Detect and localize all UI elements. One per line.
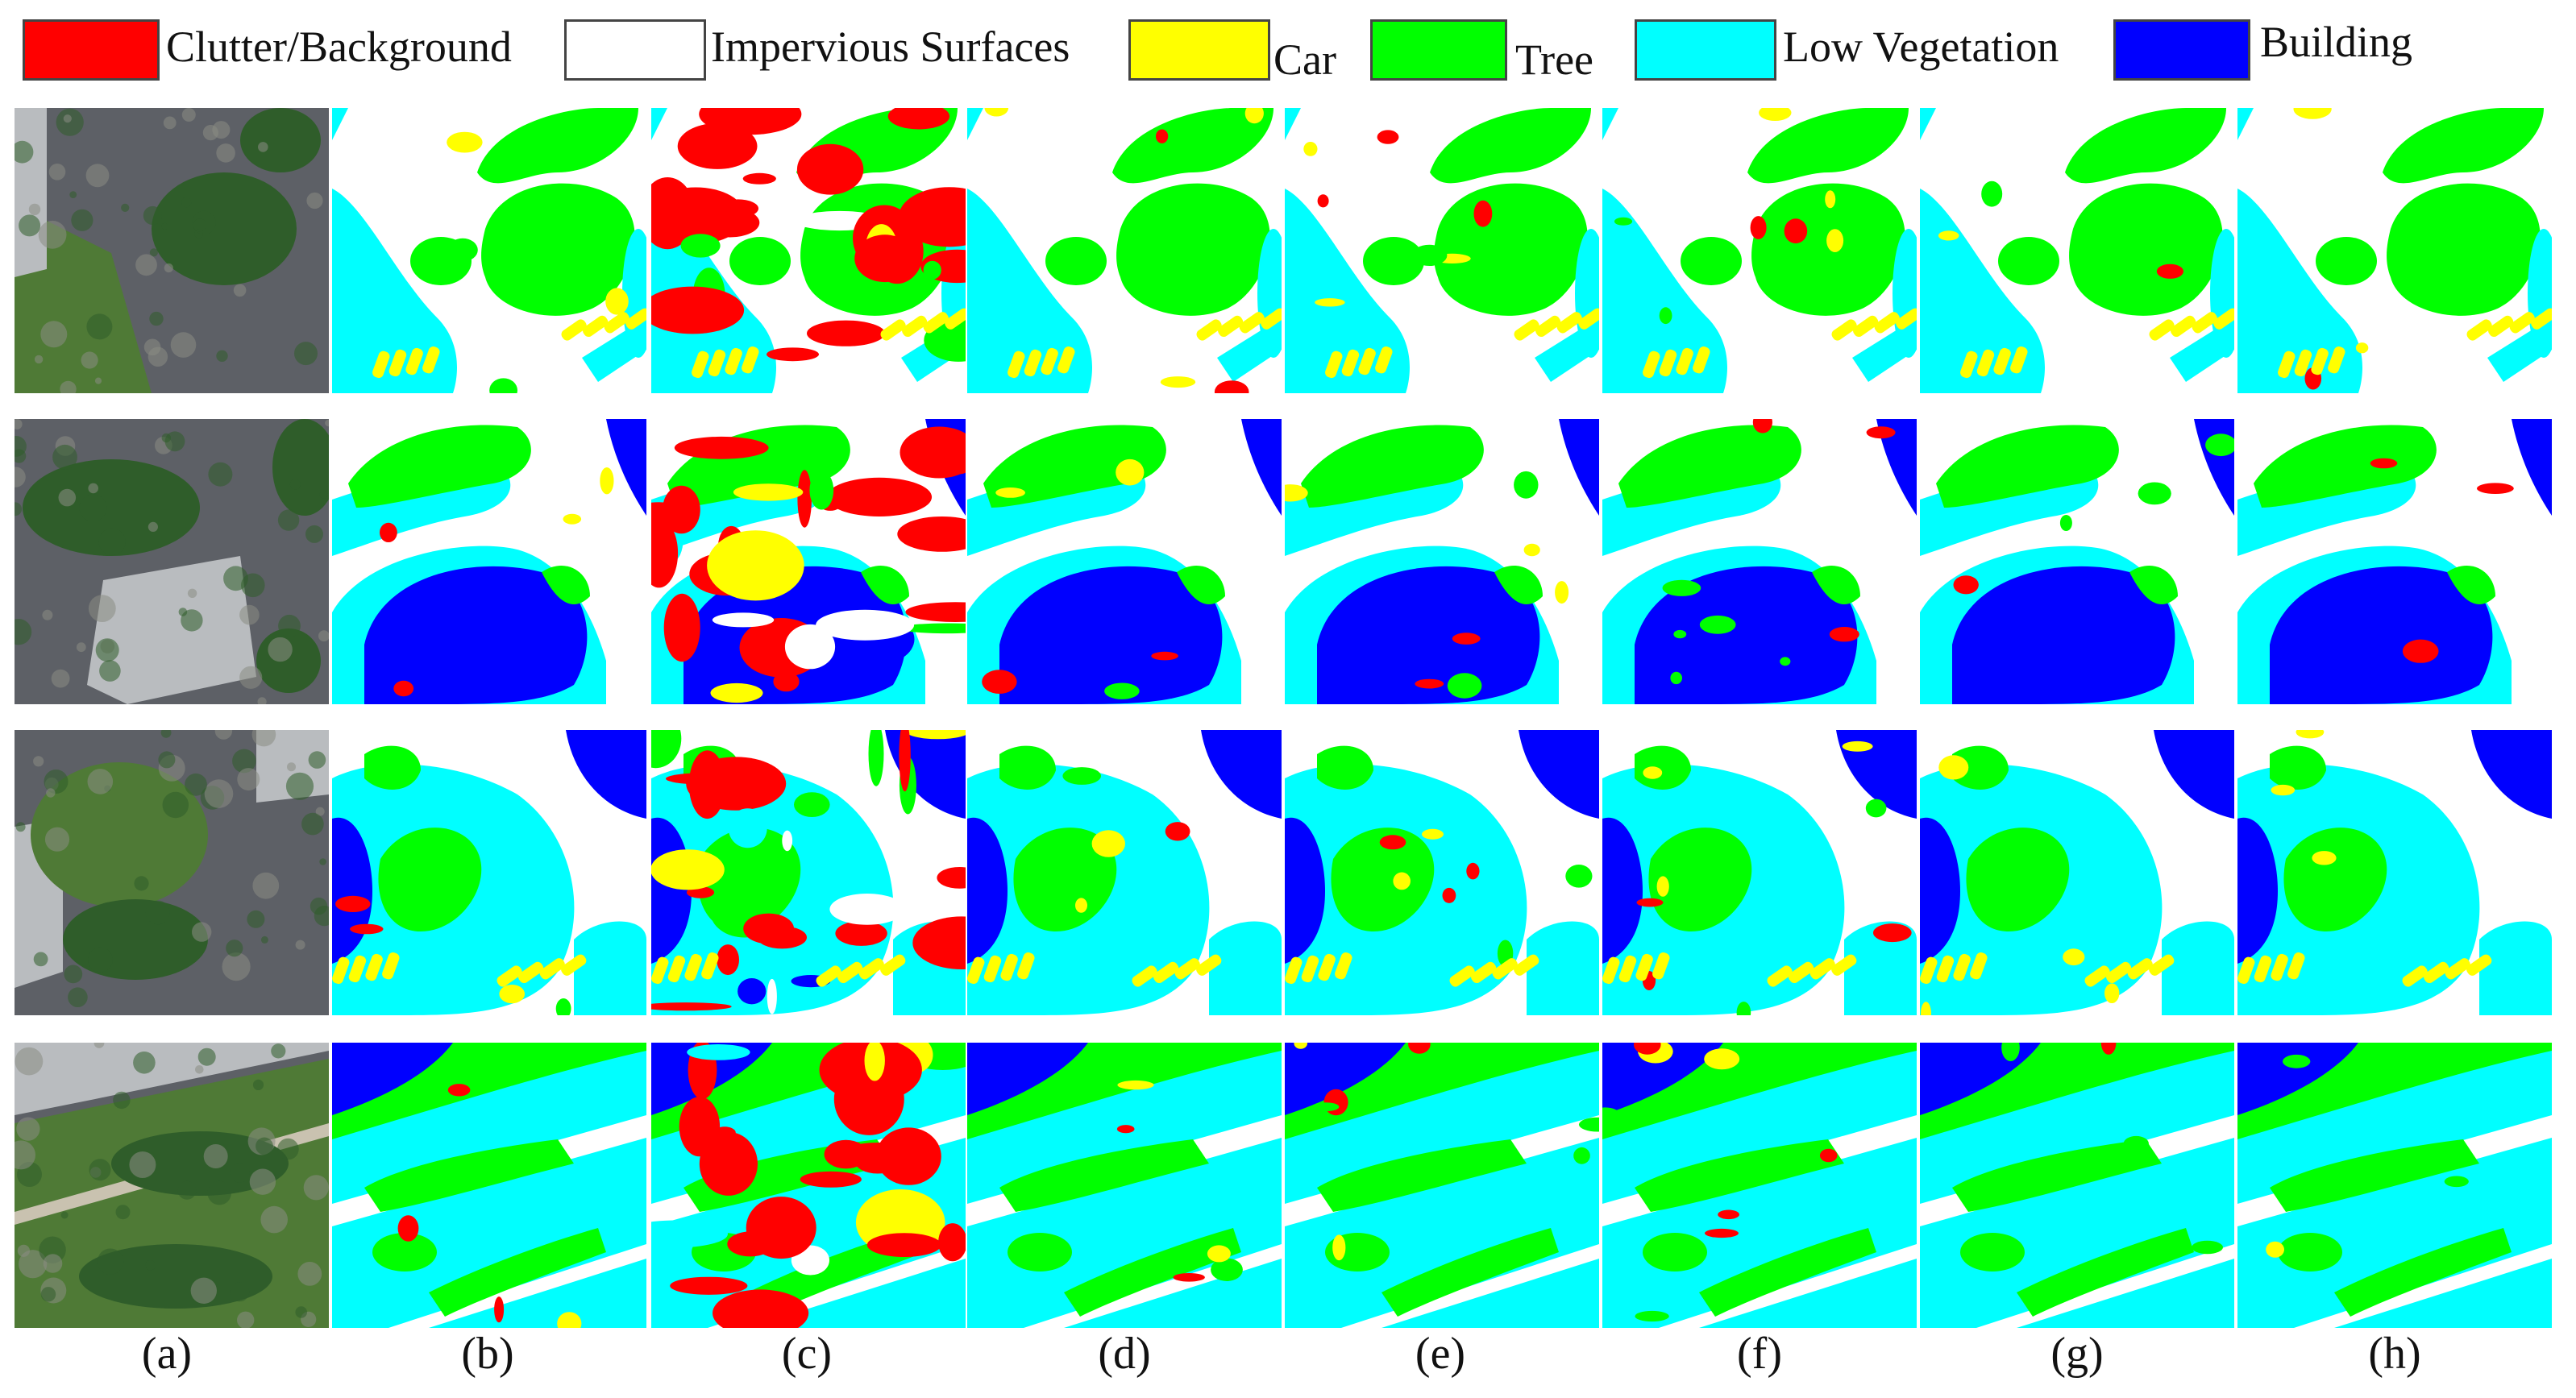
column-label-h: (h) (2368, 1329, 2421, 1379)
cell-g-row2 (1920, 419, 2234, 704)
legend-label-car: Car (1273, 35, 1336, 84)
cell-a-row3 (15, 730, 329, 1015)
cell-a-row1 (15, 108, 329, 393)
cell-h-row4 (2237, 1043, 2552, 1328)
column-label-b: (b) (461, 1329, 514, 1379)
cell-b-row1 (332, 108, 646, 393)
cell-e-row4 (1285, 1043, 1599, 1328)
cell-b-row4 (332, 1043, 646, 1328)
cell-h-row1 (2237, 108, 2552, 393)
cell-h-row2 (2237, 419, 2552, 704)
column-label-c: (c) (781, 1329, 833, 1379)
legend-swatch-low-vegetation (1635, 19, 1776, 81)
cell-d-row1 (967, 108, 1282, 393)
legend-swatch-clutter (23, 19, 160, 81)
legend-swatch-impervious (564, 19, 706, 81)
cell-a-row4 (15, 1043, 329, 1328)
cell-g-row1 (1920, 108, 2234, 393)
column-label-f: (f) (1737, 1329, 1782, 1379)
legend-label-low-vegetation: Low Vegetation (1783, 23, 2059, 71)
column-label-g: (g) (2050, 1329, 2104, 1379)
cell-b-row3 (332, 730, 646, 1015)
cell-a-row2 (15, 419, 329, 704)
cell-h-row3 (2237, 730, 2552, 1015)
cell-f-row4 (1602, 1043, 1917, 1328)
legend-label-impervious: Impervious Surfaces (711, 23, 1070, 71)
legend-swatch-building (2113, 19, 2250, 81)
cell-g-row4 (1920, 1043, 2234, 1328)
legend-swatch-tree (1370, 19, 1507, 81)
cell-c-row3 (651, 730, 966, 1015)
cell-f-row3 (1602, 730, 1917, 1015)
legend: Clutter/Background Impervious Surfaces C… (0, 0, 2576, 89)
column-label-e: (e) (1415, 1329, 1466, 1379)
cell-f-row2 (1602, 419, 1917, 704)
cell-b-row2 (332, 419, 646, 704)
cell-e-row2 (1285, 419, 1599, 704)
cell-e-row1 (1285, 108, 1599, 393)
cell-d-row2 (967, 419, 1282, 704)
cell-d-row4 (967, 1043, 1282, 1328)
cell-d-row3 (967, 730, 1282, 1015)
legend-label-clutter: Clutter/Background (166, 23, 512, 71)
cell-c-row4 (651, 1043, 966, 1328)
cell-f-row1 (1602, 108, 1917, 393)
legend-label-building: Building (2260, 18, 2413, 66)
legend-swatch-car (1128, 19, 1270, 81)
column-label-d: (d) (1098, 1329, 1151, 1379)
column-label-a: (a) (141, 1329, 193, 1379)
cell-g-row3 (1920, 730, 2234, 1015)
cell-e-row3 (1285, 730, 1599, 1015)
cell-c-row1 (651, 108, 966, 393)
legend-label-tree: Tree (1515, 35, 1594, 84)
cell-c-row2 (651, 419, 966, 704)
